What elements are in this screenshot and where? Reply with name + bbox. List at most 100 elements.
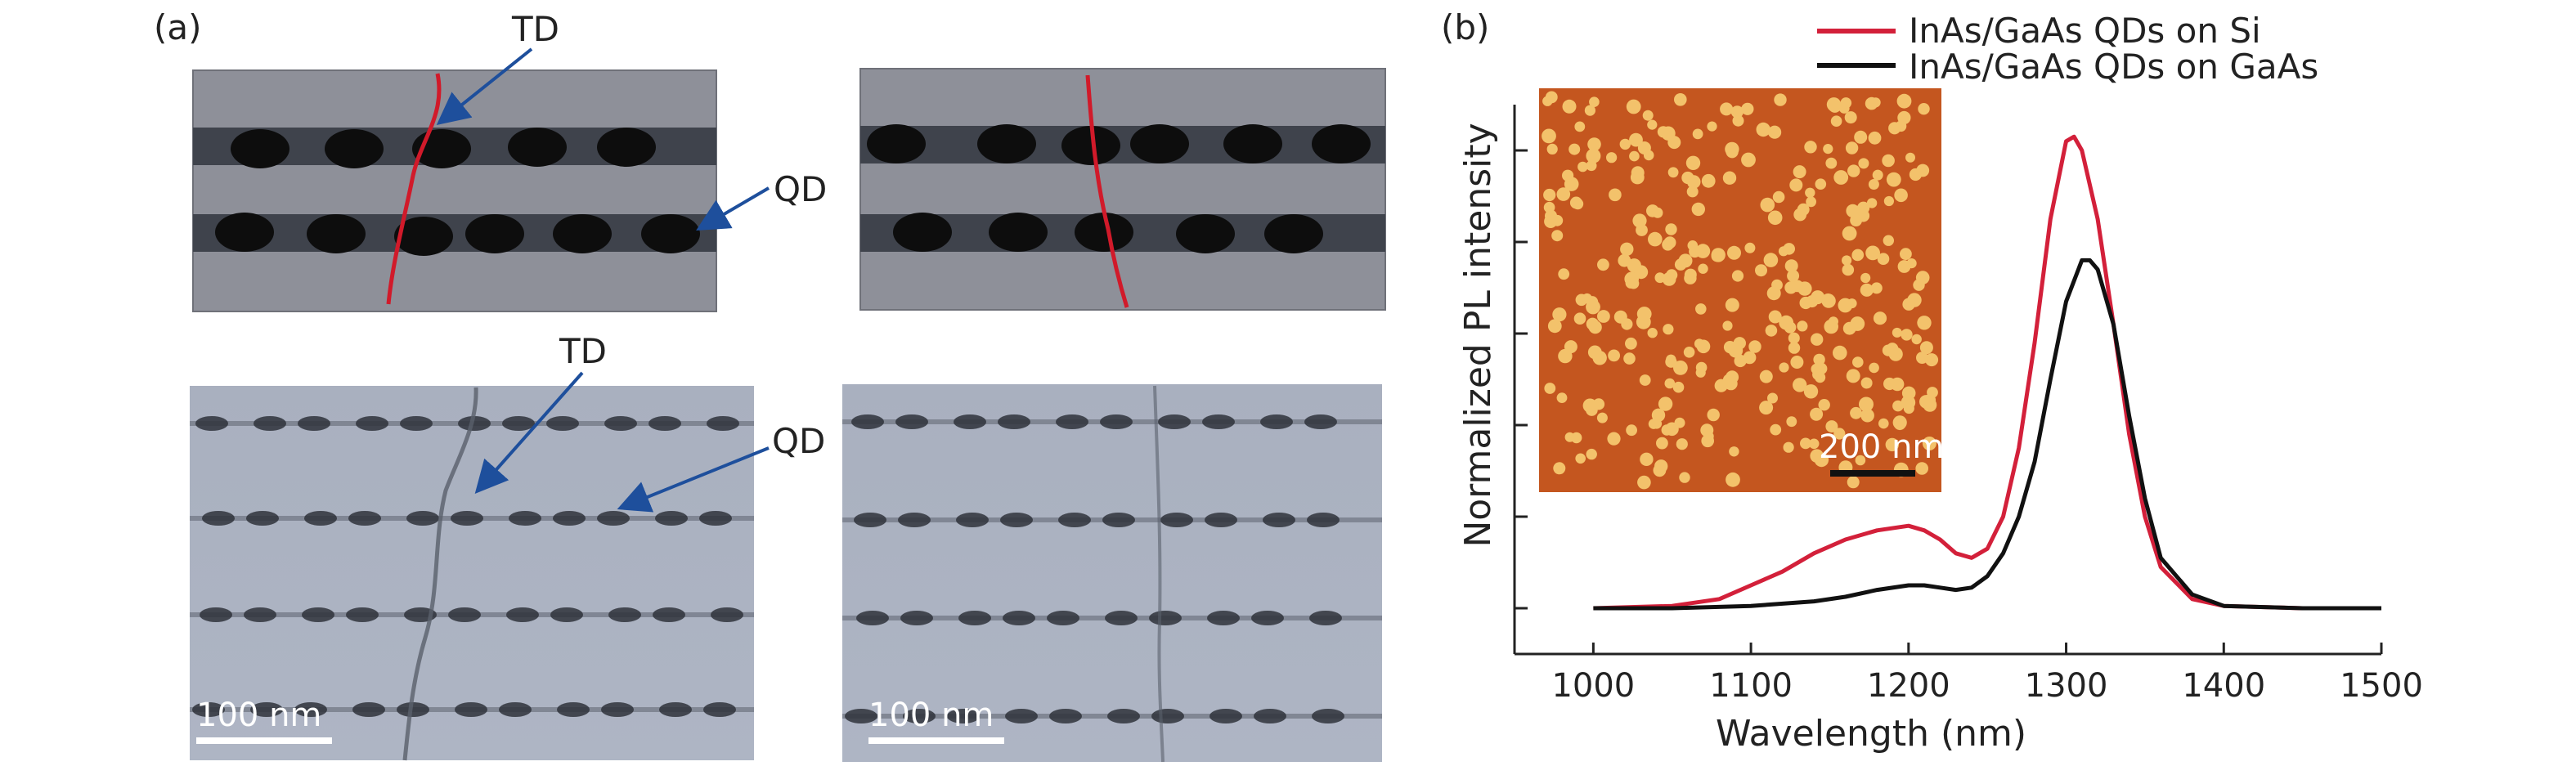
afm-dot xyxy=(1558,268,1570,280)
tem-dot xyxy=(1107,709,1140,723)
afm-dot xyxy=(1648,419,1659,429)
afm-dot xyxy=(1813,353,1825,366)
afm-dot xyxy=(1759,370,1773,383)
tem-dot xyxy=(499,702,532,717)
afm-dot xyxy=(1779,315,1794,330)
afm-dot xyxy=(1695,244,1711,258)
afm-dot xyxy=(1674,93,1687,106)
afm-dot xyxy=(1665,223,1677,235)
afm-dot xyxy=(1648,231,1663,247)
afm-dot xyxy=(1790,356,1804,369)
afm-dot xyxy=(1640,452,1654,466)
tem-dot xyxy=(244,607,276,622)
afm-dot xyxy=(1687,240,1699,251)
x-tick-label: 1400 xyxy=(2182,667,2265,705)
afm-dot xyxy=(1667,136,1681,150)
tem-dot xyxy=(1047,611,1079,625)
afm-dot xyxy=(1847,476,1860,489)
tem-dot xyxy=(900,611,933,625)
afm-dot xyxy=(1768,310,1782,324)
tem-dot xyxy=(1158,414,1191,429)
tem-dot xyxy=(400,416,433,431)
x-axis-ticks: 1000 1100 1200 1300 1400 1500 xyxy=(1551,643,2423,705)
tem-dot xyxy=(1251,611,1284,625)
afm-dot xyxy=(1915,462,1928,475)
afm-dot xyxy=(1573,312,1586,325)
afm-dot xyxy=(1844,111,1857,124)
afm-dot xyxy=(1553,462,1566,475)
quantum-dot xyxy=(325,129,384,168)
panel-a-label: (a) xyxy=(154,7,202,47)
afm-dot xyxy=(1784,259,1798,273)
tem-dot xyxy=(1205,513,1237,527)
afm-dot xyxy=(1723,341,1737,354)
afm-dot xyxy=(1707,408,1720,422)
afm-dot xyxy=(1913,279,1925,291)
tem-dot xyxy=(1312,709,1344,723)
y-axis-title: Normalized PL intensity xyxy=(1457,123,1499,547)
afm-dot xyxy=(1623,352,1636,365)
afm-dot xyxy=(1803,384,1819,399)
afm-dot xyxy=(1858,158,1869,169)
afm-dot xyxy=(1778,246,1789,257)
quantum-dot xyxy=(867,124,926,164)
afm-dot xyxy=(1916,164,1930,177)
schematic-right-dislocation xyxy=(1085,74,1129,308)
x-axis-title: Wavelength (nm) xyxy=(1716,713,2026,755)
tem-dot xyxy=(1304,414,1337,429)
afm-dot xyxy=(1714,379,1728,392)
afm-dot xyxy=(1895,120,1907,132)
tem-dot xyxy=(854,513,886,527)
afm-dot xyxy=(1664,378,1676,389)
afm-dot xyxy=(1850,316,1865,331)
tem-dot xyxy=(200,607,232,622)
tem-dot xyxy=(947,709,980,723)
tem-td-arrow xyxy=(474,371,584,494)
afm-dot xyxy=(1584,105,1595,116)
afm-dot xyxy=(1695,303,1707,315)
afm-dot xyxy=(1770,423,1782,436)
afm-dot xyxy=(1905,152,1915,163)
tem-right-background xyxy=(842,384,1382,762)
tem-dot xyxy=(557,702,590,717)
afm-dot xyxy=(1748,340,1761,353)
afm-dot xyxy=(1596,412,1608,423)
tem-dot xyxy=(1263,513,1295,527)
afm-dot xyxy=(1870,282,1883,294)
afm-dot xyxy=(1922,437,1936,450)
quantum-dot xyxy=(1061,126,1120,165)
tem-dot xyxy=(192,702,225,717)
afm-inset-scalebar xyxy=(1830,470,1915,477)
tem-dot xyxy=(1160,513,1193,527)
tem-dot xyxy=(956,513,989,527)
x-tick-label: 1200 xyxy=(1867,667,1950,705)
afm-dot xyxy=(1551,230,1564,242)
tem-dot xyxy=(699,511,732,526)
afm-dot xyxy=(1543,188,1556,202)
afm-dot xyxy=(1686,186,1699,198)
tem-qd-label: QD xyxy=(772,421,825,461)
afm-dot xyxy=(1681,171,1694,185)
tem-dot xyxy=(604,416,637,431)
tem-dot xyxy=(195,416,228,431)
afm-dot xyxy=(1592,351,1607,365)
tem-dot xyxy=(1149,611,1182,625)
tem-dot xyxy=(509,511,541,526)
afm-dot xyxy=(1851,249,1863,262)
afm-dot xyxy=(1919,341,1933,355)
afm-dot xyxy=(1637,475,1651,490)
afm-dot xyxy=(1552,307,1567,322)
afm-dot xyxy=(1609,188,1622,202)
chart-axes xyxy=(1513,105,2381,656)
tem-dot xyxy=(856,611,889,625)
series-line-si xyxy=(1593,134,2381,611)
afm-dot xyxy=(1799,296,1812,310)
afm-inset: 200 nm xyxy=(1539,88,1944,492)
afm-dot xyxy=(1755,264,1767,277)
tem-dot xyxy=(954,414,986,429)
tem-dot xyxy=(448,607,481,622)
x-tick-label: 1300 xyxy=(2025,667,2108,705)
afm-dot xyxy=(1810,407,1824,421)
afm-dot xyxy=(1767,392,1778,404)
series-line-gaas xyxy=(1593,258,2381,611)
